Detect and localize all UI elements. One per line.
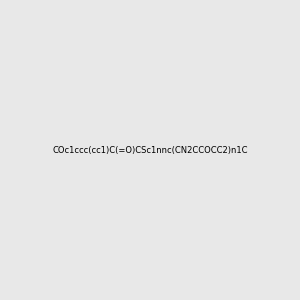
Text: COc1ccc(cc1)C(=O)CSc1nnc(CN2CCOCC2)n1C: COc1ccc(cc1)C(=O)CSc1nnc(CN2CCOCC2)n1C [52,146,248,154]
